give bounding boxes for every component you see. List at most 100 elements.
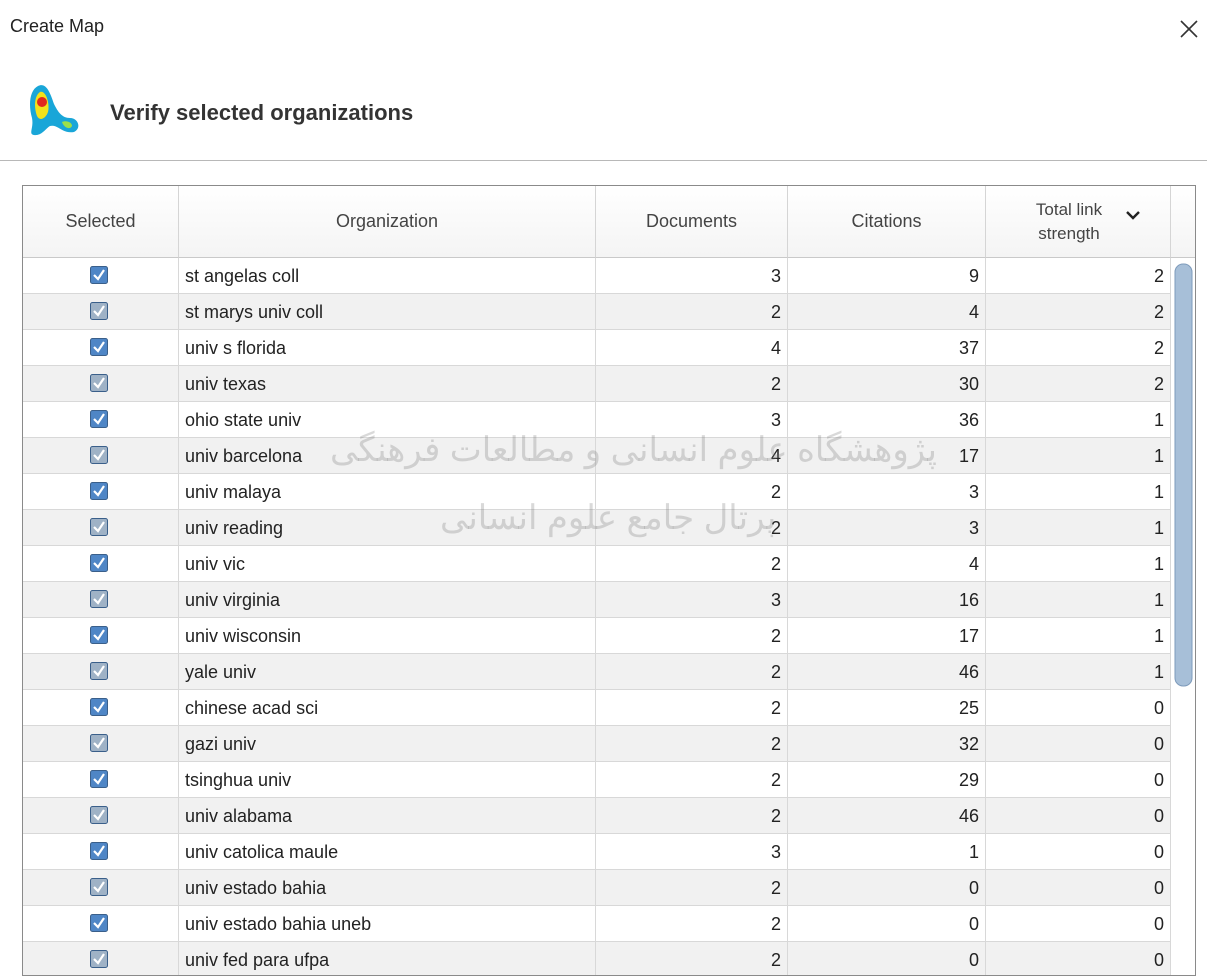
numeric-cell: 1: [986, 510, 1171, 546]
watermark-text: پرتال جامع علوم انسانی: [440, 498, 776, 538]
app-icon: [24, 82, 82, 138]
checkbox-cell: [23, 438, 179, 474]
organization-cell: tsinghua univ: [179, 762, 596, 798]
column-header[interactable]: Citations: [788, 186, 986, 258]
column-header-label: Organization: [336, 211, 438, 232]
checkbox-cell: [23, 582, 179, 618]
organization-cell: univ vic: [179, 546, 596, 582]
numeric-cell: 1: [986, 474, 1171, 510]
numeric-cell: 0: [788, 870, 986, 906]
numeric-cell: 0: [986, 798, 1171, 834]
column-header[interactable]: Total link strength: [986, 186, 1171, 258]
numeric-cell: 2: [986, 258, 1171, 294]
checkbox[interactable]: [90, 662, 108, 680]
checkbox[interactable]: [90, 410, 108, 428]
numeric-cell: 0: [986, 762, 1171, 798]
checkbox[interactable]: [90, 446, 108, 464]
checkbox[interactable]: [90, 698, 108, 716]
numeric-cell: 0: [986, 870, 1171, 906]
header-filler: [1171, 186, 1196, 258]
checkbox-cell: [23, 762, 179, 798]
numeric-cell: 0: [986, 942, 1171, 976]
numeric-cell: 25: [788, 690, 986, 726]
numeric-cell: 3: [788, 474, 986, 510]
checkbox[interactable]: [90, 482, 108, 500]
checkbox-cell: [23, 870, 179, 906]
checkbox[interactable]: [90, 806, 108, 824]
checkbox[interactable]: [90, 590, 108, 608]
organization-cell: univ estado bahia uneb: [179, 906, 596, 942]
numeric-cell: 2: [596, 798, 788, 834]
numeric-cell: 1: [986, 438, 1171, 474]
organization-cell: chinese acad sci: [179, 690, 596, 726]
numeric-cell: 46: [788, 654, 986, 690]
organization-cell: st marys univ coll: [179, 294, 596, 330]
numeric-cell: 17: [788, 618, 986, 654]
checkbox-cell: [23, 402, 179, 438]
numeric-cell: 2: [596, 654, 788, 690]
column-header-label: Citations: [851, 211, 921, 232]
numeric-cell: 4: [596, 330, 788, 366]
organization-cell: univ catolica maule: [179, 834, 596, 870]
organization-cell: univ wisconsin: [179, 618, 596, 654]
column-header[interactable]: Organization: [179, 186, 596, 258]
numeric-cell: 2: [596, 870, 788, 906]
numeric-cell: 2: [596, 726, 788, 762]
numeric-cell: 1: [788, 834, 986, 870]
numeric-cell: 0: [986, 690, 1171, 726]
numeric-cell: 3: [596, 258, 788, 294]
numeric-cell: 2: [986, 366, 1171, 402]
organization-table: Selected Organization Documents Citations To…: [22, 185, 1196, 976]
column-header[interactable]: Selected: [23, 186, 179, 258]
numeric-cell: 37: [788, 330, 986, 366]
organization-cell: univ alabama: [179, 798, 596, 834]
column-header[interactable]: Documents: [596, 186, 788, 258]
checkbox[interactable]: [90, 878, 108, 896]
close-button[interactable]: [1178, 18, 1200, 40]
numeric-cell: 46: [788, 798, 986, 834]
checkbox-cell: [23, 654, 179, 690]
scrollbar[interactable]: [1170, 258, 1196, 974]
column-header-label: Documents: [646, 211, 737, 232]
checkbox-cell: [23, 798, 179, 834]
separator: [0, 160, 1207, 161]
sort-arrow: [1124, 208, 1142, 222]
numeric-cell: 0: [788, 942, 986, 976]
checkbox[interactable]: [90, 950, 108, 968]
checkbox[interactable]: [90, 374, 108, 392]
window-title: Create Map: [10, 16, 104, 37]
checkbox[interactable]: [90, 914, 108, 932]
checkbox-cell: [23, 474, 179, 510]
checkbox-cell: [23, 546, 179, 582]
numeric-cell: 0: [986, 906, 1171, 942]
numeric-cell: 9: [788, 258, 986, 294]
numeric-cell: 16: [788, 582, 986, 618]
checkbox[interactable]: [90, 554, 108, 572]
checkbox[interactable]: [90, 266, 108, 284]
numeric-cell: 2: [596, 618, 788, 654]
checkbox[interactable]: [90, 338, 108, 356]
numeric-cell: 32: [788, 726, 986, 762]
checkbox[interactable]: [90, 518, 108, 536]
checkbox[interactable]: [90, 734, 108, 752]
numeric-cell: 3: [596, 582, 788, 618]
numeric-cell: 0: [788, 906, 986, 942]
checkbox-cell: [23, 726, 179, 762]
checkbox[interactable]: [90, 842, 108, 860]
organization-cell: univ s florida: [179, 330, 596, 366]
organization-cell: univ texas: [179, 366, 596, 402]
page: Create Map Verify selected organizations…: [0, 0, 1207, 978]
checkbox[interactable]: [90, 302, 108, 320]
checkbox-cell: [23, 294, 179, 330]
checkbox[interactable]: [90, 770, 108, 788]
column-header-label: Total link strength: [1014, 198, 1124, 246]
numeric-cell: 29: [788, 762, 986, 798]
numeric-cell: 3: [596, 834, 788, 870]
organization-cell: gazi univ: [179, 726, 596, 762]
checkbox-cell: [23, 618, 179, 654]
numeric-cell: 2: [596, 906, 788, 942]
numeric-cell: 1: [986, 546, 1171, 582]
checkbox[interactable]: [90, 626, 108, 644]
checkbox-cell: [23, 690, 179, 726]
dialog-heading: Verify selected organizations: [110, 100, 413, 126]
